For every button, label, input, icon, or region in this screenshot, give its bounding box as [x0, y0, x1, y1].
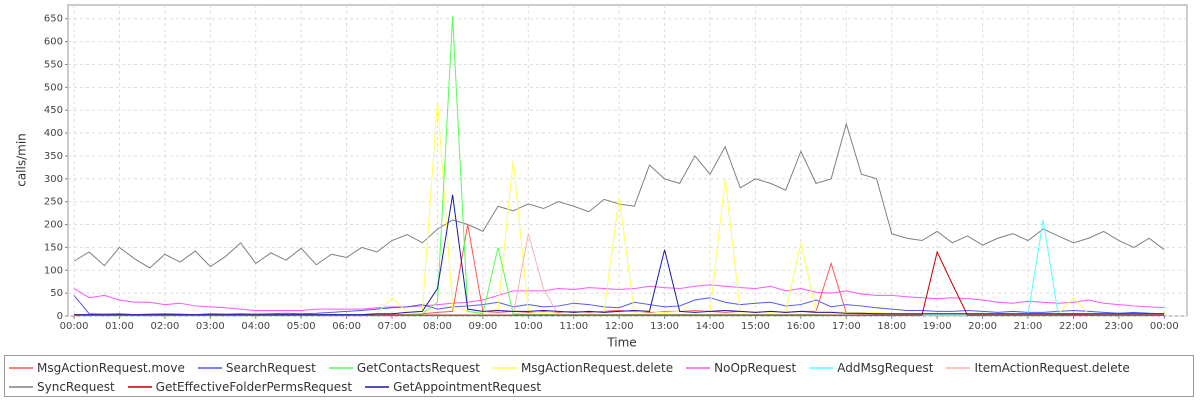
legend-label: AddMsgRequest [837, 360, 934, 375]
y-axis-label: calls/min [15, 133, 29, 187]
legend: MsgActionRequest.move SearchRequest GetCon… [4, 355, 1194, 397]
y-tick-label: 450 [44, 105, 63, 116]
legend-item: GetEffectiveFolderPermsRequest [127, 377, 353, 396]
legend-swatch [946, 366, 971, 369]
legend-label: ItemActionRequest.delete [974, 360, 1130, 375]
legend-item: AddMsgRequest [809, 358, 933, 377]
y-tick-label: 550 [44, 59, 63, 70]
legend-label: GetContactsRequest [356, 360, 480, 375]
legend-item: NoOpRequest [686, 358, 796, 377]
legend-label: GetEffectiveFolderPermsRequest [155, 379, 353, 394]
x-tick-label: 01:00 [105, 321, 134, 332]
legend-label: SearchRequest [225, 360, 316, 375]
legend-item: MsgActionRequest.delete [492, 358, 674, 377]
legend-item: ItemActionRequest.delete [946, 358, 1130, 377]
x-tick-label: 02:00 [150, 321, 179, 332]
x-tick-label: 08:00 [423, 321, 452, 332]
x-tick-label: 05:00 [287, 321, 316, 332]
legend-item: GetContactsRequest [328, 358, 480, 377]
x-tick-label: 15:00 [741, 321, 770, 332]
legend-swatch [686, 366, 711, 369]
x-tick-label: 07:00 [378, 321, 407, 332]
x-tick-label: 19:00 [923, 321, 952, 332]
x-tick-label: 16:00 [786, 321, 815, 332]
legend-label: NoOpRequest [714, 360, 797, 375]
x-tick-label: 10:00 [514, 321, 543, 332]
legend-label: MsgActionRequest.move [37, 360, 185, 375]
x-tick-label: 04:00 [241, 321, 270, 332]
y-tick-label: 500 [44, 82, 63, 93]
x-tick-label: 17:00 [832, 321, 861, 332]
x-tick-label: 09:00 [468, 321, 497, 332]
y-tick-label: 400 [44, 128, 63, 139]
series-line [73, 122, 1165, 269]
legend-label: MsgActionRequest.delete [520, 360, 674, 375]
x-tick-label: 06:00 [332, 321, 361, 332]
legend-swatch [197, 366, 222, 369]
x-tick-label: 20:00 [968, 321, 997, 332]
y-tick-label: 50 [50, 288, 63, 299]
legend-item: GetAppointmentRequest [365, 377, 541, 396]
y-tick-label: 250 [44, 197, 63, 208]
x-tick-label: 00:00 [60, 321, 89, 332]
x-tick-label: 13:00 [650, 321, 679, 332]
x-tick-label: 18:00 [877, 321, 906, 332]
legend-swatch [492, 366, 517, 369]
legend-item: MsgActionRequest.move [9, 358, 185, 377]
legend-swatch [809, 366, 834, 369]
plot-area [67, 4, 1188, 317]
series-line [74, 194, 1165, 316]
y-tick-label: 300 [44, 174, 63, 185]
y-tick-label: 650 [44, 14, 63, 25]
series-line [73, 284, 1165, 312]
y-tick-label: 100 [44, 265, 63, 276]
x-tick-label: 21:00 [1014, 321, 1043, 332]
x-tick-label: 12:00 [605, 321, 634, 332]
legend-item: SearchRequest [197, 358, 316, 377]
x-tick-label: 00:00 [1150, 321, 1179, 332]
legend-swatch [9, 385, 33, 388]
y-tick-label: 350 [44, 151, 63, 162]
legend-swatch [9, 366, 33, 369]
y-tick-label: 200 [44, 220, 63, 231]
y-tick-label: 0 [57, 311, 63, 322]
legend-swatch [127, 385, 152, 388]
x-axis-label: Time [606, 336, 636, 350]
y-tick-label: 150 [44, 242, 63, 253]
legend-label: GetAppointmentRequest [393, 379, 542, 394]
legend-item: SyncRequest [9, 377, 115, 396]
x-tick-label: 11:00 [559, 321, 588, 332]
x-tick-label: 23:00 [1104, 321, 1133, 332]
x-tick-label: 03:00 [196, 321, 225, 332]
x-tick-label: 22:00 [1059, 321, 1088, 332]
chart: calls/min Time 0 50 100 150 200 250 300 350 400 4… [15, 4, 1188, 350]
legend-label: SyncRequest [37, 379, 115, 394]
legend-swatch [365, 385, 390, 388]
legend-swatch [328, 366, 353, 369]
y-tick-label: 600 [44, 37, 63, 48]
x-tick-label: 14:00 [696, 321, 725, 332]
